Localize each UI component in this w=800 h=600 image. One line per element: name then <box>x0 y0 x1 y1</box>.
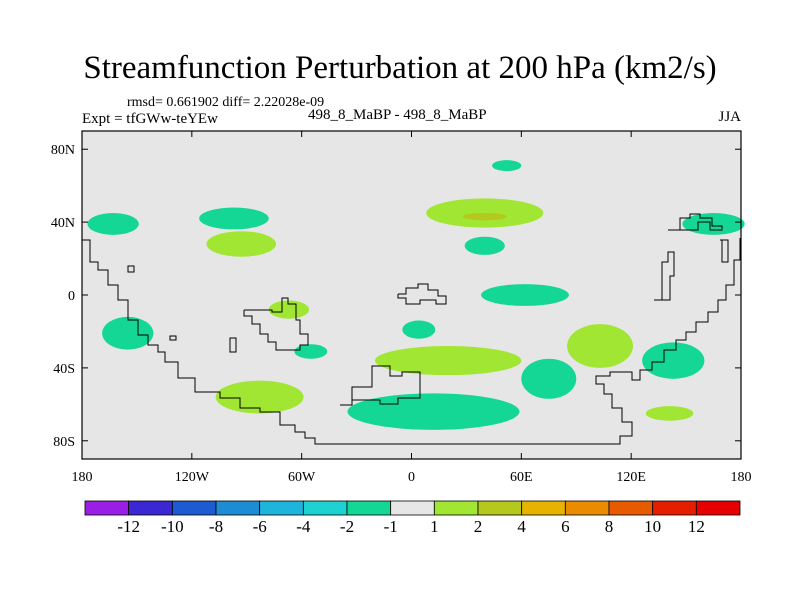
colorbar-box-6 <box>346 500 392 516</box>
y-tick-label-0: 80N <box>51 143 75 158</box>
anomaly-regions <box>87 160 745 430</box>
coastline-north-pacific <box>720 239 729 263</box>
colorbar-label-12: 10 <box>644 517 661 536</box>
run-label: 498_8_MaBP - 498_8_MaBP <box>308 107 487 123</box>
stats-text: rmsd= 0.661902 diff= 2.22028e-09 <box>127 95 325 110</box>
colorbar-box-13 <box>652 500 697 516</box>
anomaly-region-14 <box>402 320 436 339</box>
colorbar-label-4: -4 <box>296 517 311 536</box>
x-tick-label-5: 120E <box>616 470 646 485</box>
y-tick-label-4: 80S <box>53 435 75 450</box>
coastline-south-america <box>82 238 741 445</box>
anomaly-region-15 <box>374 346 522 376</box>
y-tick-label-3: 40S <box>53 362 75 377</box>
coastline-arctic <box>668 213 723 231</box>
season-label: JJA <box>718 109 741 125</box>
colorbar-label-9: 4 <box>517 517 526 536</box>
colorbar-label-11: 8 <box>605 517 614 536</box>
anomaly-region-2 <box>199 207 269 230</box>
x-tick-label-2: 60W <box>288 470 316 485</box>
colorbar-label-6: -1 <box>384 517 398 536</box>
colorbar-box-10 <box>521 500 566 516</box>
y-tick-label-1: 40N <box>51 216 75 231</box>
anomaly-region-20 <box>645 406 694 421</box>
anomaly-region-7 <box>464 236 505 255</box>
colorbar-label-8: 2 <box>474 517 483 536</box>
colorbar-label-13: 12 <box>688 517 705 536</box>
colorbar-box-7 <box>390 500 435 516</box>
colorbar-box-5 <box>302 500 348 516</box>
anomaly-region-11 <box>102 316 154 350</box>
x-tick-label-3: 0 <box>408 470 415 485</box>
colorbar-box-1 <box>128 500 173 516</box>
anomaly-region-12 <box>268 300 309 319</box>
anomaly-region-17 <box>642 342 705 379</box>
colorbar-box-14 <box>695 500 741 516</box>
anomaly-region-13 <box>294 344 328 359</box>
colorbar: -12 -10 -8 -6 -4 -2 -1 1 2 4 6 8 10 12 <box>84 500 741 536</box>
experiment-label: Expt = tfGWw-teYEw <box>82 111 218 127</box>
anomaly-region-10 <box>567 324 633 368</box>
anomaly-region-19 <box>347 393 520 430</box>
colorbar-box-11 <box>564 500 610 516</box>
coastline-europe <box>397 283 447 305</box>
anomaly-region-8 <box>682 213 745 235</box>
anomaly-region-9 <box>481 284 569 306</box>
colorbar-box-12 <box>608 500 654 516</box>
colorbar-label-1: -10 <box>161 517 184 536</box>
anomaly-region-4 <box>492 160 522 172</box>
colorbar-box-8 <box>433 500 479 516</box>
y-tick-label-2: 0 <box>68 289 75 304</box>
colorbar-label-5: -2 <box>340 517 354 536</box>
colorbar-label-2: -8 <box>209 517 223 536</box>
x-tick-label-4: 60E <box>510 470 533 485</box>
anomaly-region-16 <box>521 358 577 399</box>
coastline-east-asia <box>654 251 675 301</box>
axes: 180 120W 60W 0 60E 120E 180 80N 40N 0 40S 80S <box>51 131 752 485</box>
anomaly-region-6 <box>462 213 507 221</box>
colorbar-label-10: 6 <box>561 517 570 536</box>
island-3 <box>229 337 237 353</box>
colorbar-box-0 <box>84 500 130 516</box>
colorbar-box-4 <box>259 500 304 516</box>
x-tick-label-1: 120W <box>175 470 210 485</box>
colorbar-box-9 <box>477 500 523 516</box>
anomaly-region-18 <box>215 380 304 414</box>
anomaly-region-3 <box>206 231 277 257</box>
colorbar-label-0: -12 <box>117 517 140 536</box>
colorbar-label-3: -6 <box>253 517 267 536</box>
x-tick-label-6: 180 <box>731 470 752 485</box>
anomaly-region-1 <box>87 213 139 235</box>
island-1 <box>127 265 135 273</box>
coastlines <box>82 213 741 445</box>
plot-title: Streamfunction Perturbation at 200 hPa (… <box>83 50 717 86</box>
colorbar-label-7: 1 <box>430 517 439 536</box>
island-2 <box>169 335 177 341</box>
x-tick-label-0: 180 <box>72 470 93 485</box>
coastline-asia <box>340 365 421 406</box>
coastline-africa <box>243 297 309 351</box>
colorbar-box-3 <box>215 500 261 516</box>
colorbar-box-2 <box>171 500 217 516</box>
